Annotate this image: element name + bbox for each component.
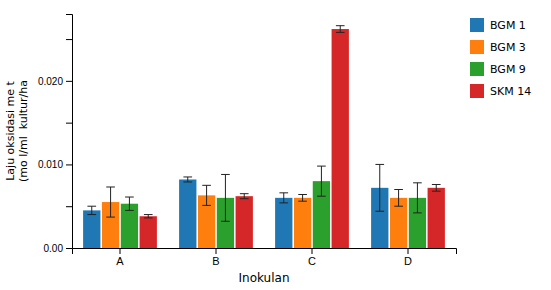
error-bar [317,166,326,196]
x-axis: A B C D [73,248,457,267]
chart: A B C D 0.00 0.010 0.020 Inokulan Laju oksidasi … [0,0,551,290]
legend-swatch [470,40,484,54]
error-bar [106,187,115,217]
tick-mark [66,39,72,40]
legend-swatch [470,18,484,32]
tick-mark [66,164,72,165]
axis-line [66,15,73,249]
error-bar [240,194,249,199]
series [102,185,407,248]
error-bar [394,190,403,207]
error-bar [87,206,96,214]
bar [428,188,445,248]
legend: BGM 1 BGM 3 BGM 9 SKM 14 [470,18,531,98]
error-bar [336,26,345,33]
tick-mark [120,248,121,254]
tick [66,123,72,124]
legend-swatch [470,62,484,76]
legend-swatch [470,84,484,98]
legend-item: BGM 9 [470,62,526,76]
tick [66,206,72,207]
error-bar [298,195,307,202]
bar [275,198,292,248]
tick-label: A [116,255,124,267]
legend-label: BGM 9 [490,63,526,76]
tick-mark [66,206,72,207]
tick: D [404,248,412,267]
tick-label: 0.00 [44,243,64,254]
axis-line [73,249,457,255]
tick: 0.010 [38,159,72,170]
bar [83,210,100,248]
legend-label: BGM 1 [490,19,526,32]
plot: A B C D 0.00 0.010 0.020 [38,15,457,267]
error-bar [279,193,288,203]
tick-mark [216,248,217,254]
error-bar [221,174,230,221]
tick [66,39,72,40]
error-bar [183,177,192,182]
bar [294,198,311,248]
tick-mark [312,248,313,254]
tick: C [308,248,316,267]
x-axis-title: Inokulan [239,271,290,285]
error-bar [375,164,384,211]
error-bar [202,185,211,205]
tick-label: D [404,255,412,267]
error-bar [413,183,422,213]
tick-mark [66,81,72,82]
tick-mark [66,248,72,249]
bar [140,216,157,248]
tick: A [116,248,124,267]
tick: 0.00 [44,243,72,254]
tick-mark [66,123,72,124]
error-bar [125,197,134,210]
legend-item: BGM 1 [470,18,526,32]
legend-item: SKM 14 [470,84,531,98]
bar [179,179,196,248]
legend-label: SKM 14 [490,85,531,98]
y-axis-title: Laju oksidasi me t(mo l/ml kultur/ha [4,80,30,182]
marks [83,26,445,248]
series [140,26,445,248]
error-bar [144,215,153,218]
tick-label: C [308,255,316,267]
legend-label: BGM 3 [490,41,526,54]
y-axis: 0.00 0.010 0.020 [38,15,73,254]
tick-mark [408,248,409,254]
error-bar [432,184,441,191]
tick-label: B [212,255,219,267]
tick-label: 0.020 [38,76,63,87]
series [121,166,426,248]
bar [236,196,253,248]
tick: 0.020 [38,76,72,87]
tick-label: 0.010 [38,159,63,170]
legend-item: BGM 3 [470,40,526,54]
tick: B [212,248,219,267]
bar [332,29,349,248]
